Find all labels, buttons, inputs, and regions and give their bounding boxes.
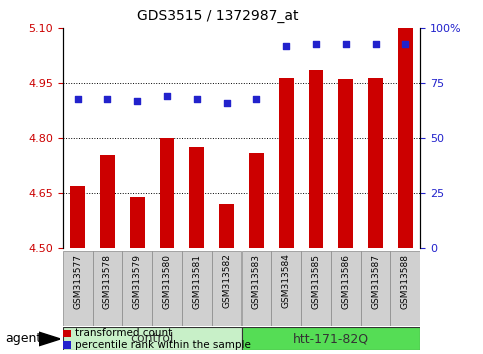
Bar	[271, 251, 301, 326]
Point	[372, 41, 380, 46]
Text: GSM313584: GSM313584	[282, 253, 291, 308]
Bar	[368, 78, 383, 248]
Bar	[152, 251, 182, 326]
Bar	[279, 78, 294, 248]
Text: GSM313578: GSM313578	[103, 253, 112, 309]
Point	[133, 98, 141, 104]
Bar	[301, 251, 331, 326]
Bar	[212, 251, 242, 326]
Text: GSM313577: GSM313577	[73, 253, 82, 309]
Bar	[189, 147, 204, 248]
Text: GSM313583: GSM313583	[252, 253, 261, 309]
Point	[74, 96, 82, 101]
Bar	[122, 251, 152, 326]
Point	[223, 100, 230, 106]
Text: transformed count: transformed count	[75, 329, 172, 338]
Bar	[361, 251, 390, 326]
Point	[193, 96, 201, 101]
Point	[163, 93, 171, 99]
Point	[253, 96, 260, 101]
Point	[104, 96, 112, 101]
Text: GSM313585: GSM313585	[312, 253, 320, 309]
Bar	[100, 154, 115, 248]
Bar	[331, 251, 361, 326]
Bar	[249, 153, 264, 248]
Text: control: control	[130, 332, 174, 346]
Bar	[70, 185, 85, 248]
Bar	[63, 251, 93, 326]
Bar	[219, 204, 234, 248]
Bar	[242, 327, 420, 350]
Text: htt-171-82Q: htt-171-82Q	[293, 332, 369, 346]
Text: GSM313580: GSM313580	[163, 253, 171, 309]
Text: GDS3515 / 1372987_at: GDS3515 / 1372987_at	[137, 9, 298, 23]
Bar	[159, 138, 174, 248]
Text: GSM313588: GSM313588	[401, 253, 410, 309]
Bar	[242, 251, 271, 326]
Text: GSM313579: GSM313579	[133, 253, 142, 309]
Point	[401, 41, 409, 46]
Text: GSM313582: GSM313582	[222, 253, 231, 308]
Bar	[338, 79, 353, 248]
Point	[312, 41, 320, 46]
Bar	[93, 251, 122, 326]
Bar	[390, 251, 420, 326]
Text: GSM313587: GSM313587	[371, 253, 380, 309]
Text: agent: agent	[5, 332, 41, 346]
Text: GSM313581: GSM313581	[192, 253, 201, 309]
Bar	[63, 327, 242, 350]
Point	[282, 43, 290, 49]
Bar	[309, 70, 324, 248]
Bar	[398, 28, 413, 248]
Text: percentile rank within the sample: percentile rank within the sample	[75, 340, 251, 350]
Polygon shape	[39, 332, 60, 346]
Text: GSM313586: GSM313586	[341, 253, 350, 309]
Bar	[182, 251, 212, 326]
Point	[342, 41, 350, 46]
Bar	[130, 196, 145, 248]
